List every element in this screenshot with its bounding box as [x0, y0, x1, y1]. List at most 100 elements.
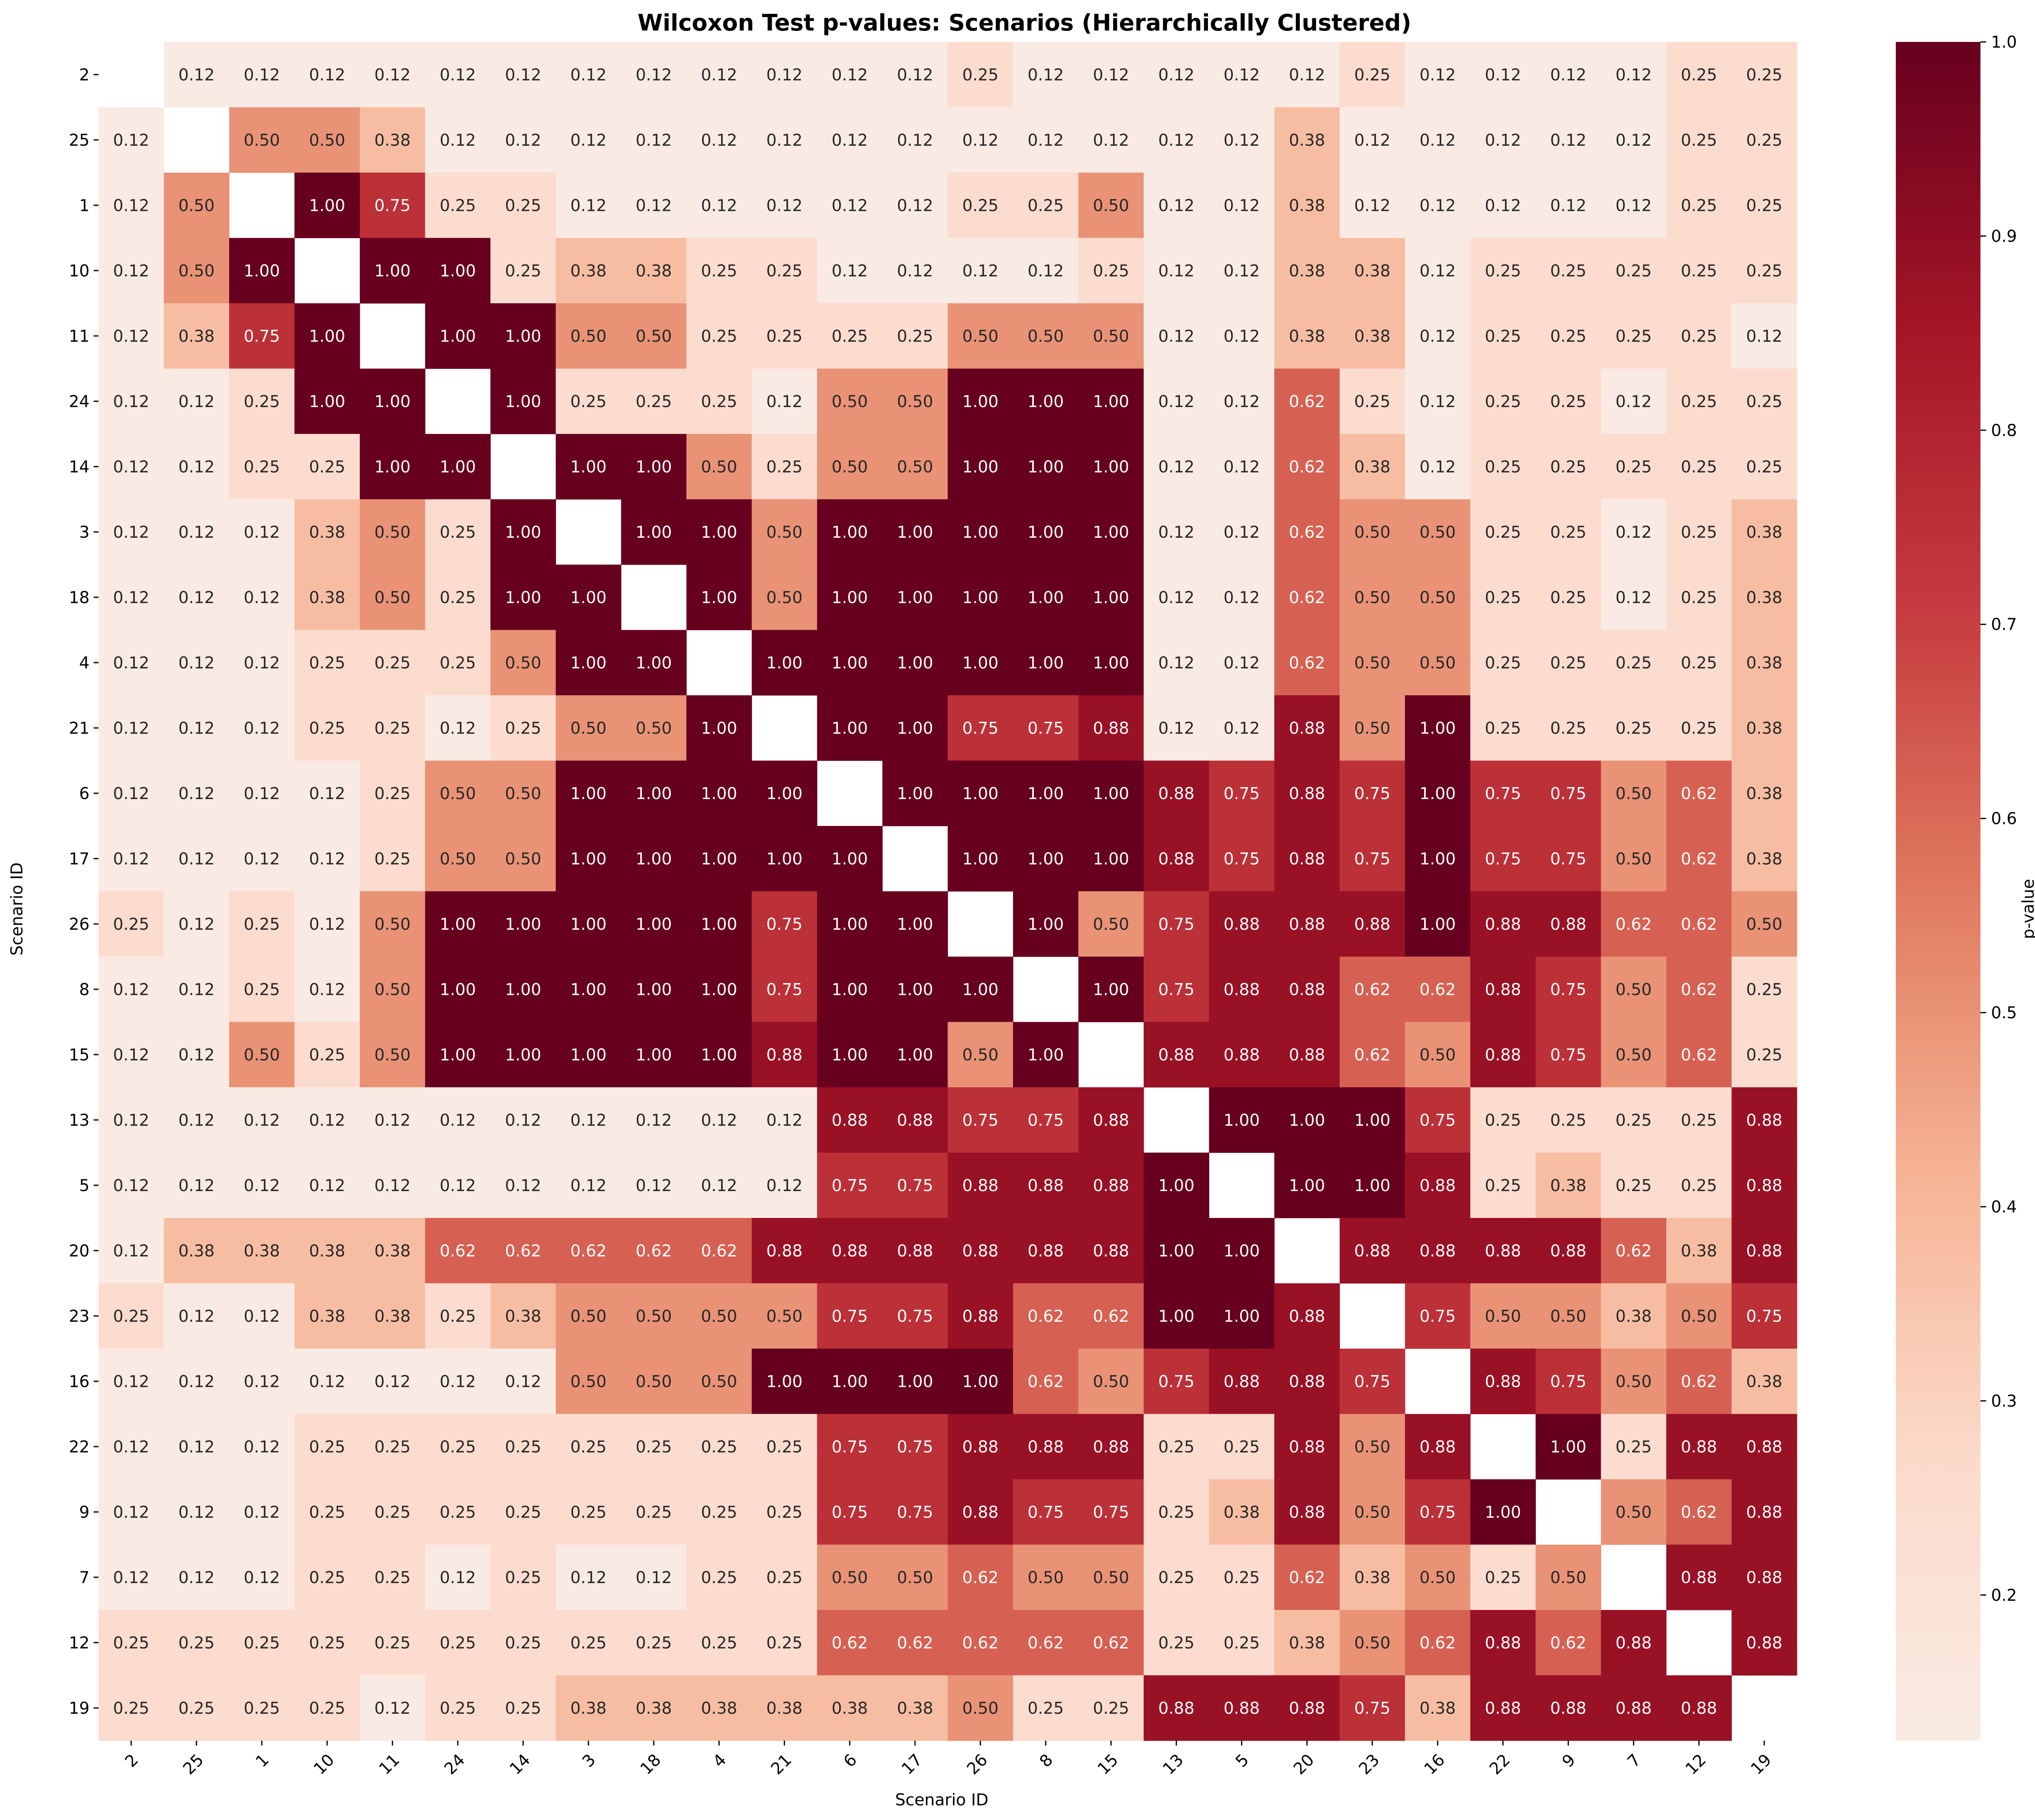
heatmap-value-label: 0.38 — [1289, 262, 1325, 280]
heatmap-value-label: 0.50 — [374, 588, 411, 607]
heatmap-cell — [1144, 760, 1210, 826]
heatmap-value-label: 0.12 — [1158, 66, 1195, 84]
heatmap-value-label: 1.00 — [1550, 1438, 1586, 1456]
heatmap-value-label: 0.75 — [1354, 1699, 1390, 1718]
heatmap-value-label: 0.50 — [570, 327, 606, 346]
heatmap-value-label: 0.25 — [1681, 588, 1717, 607]
heatmap-value-label: 0.88 — [1093, 1242, 1129, 1260]
heatmap-value-label: 1.00 — [1093, 980, 1129, 999]
heatmap-cell — [752, 1349, 818, 1415]
heatmap-cell — [164, 1152, 230, 1218]
x-tick-label: 16 — [1421, 1750, 1449, 1778]
heatmap-value-label: 1.00 — [701, 588, 737, 607]
heatmap-cell — [1209, 1022, 1275, 1088]
heatmap-value-label: 0.88 — [1550, 1699, 1586, 1718]
heatmap-cell — [360, 1414, 426, 1480]
heatmap-cell — [1731, 630, 1797, 696]
heatmap-value-label: 0.12 — [309, 915, 345, 934]
heatmap-cell — [817, 1610, 883, 1676]
heatmap-value-label: 0.88 — [1550, 915, 1586, 934]
heatmap-value-label: 0.25 — [1485, 1111, 1521, 1130]
heatmap-cell — [1405, 1022, 1471, 1088]
heatmap-cell — [752, 173, 818, 239]
heatmap-value-label: 0.25 — [374, 1438, 411, 1456]
heatmap-cell — [752, 1479, 818, 1545]
heatmap-cell — [1405, 1544, 1471, 1610]
heatmap-value-label: 1.00 — [1028, 1046, 1064, 1064]
heatmap-cell — [1405, 1610, 1471, 1676]
heatmap-cell — [556, 1479, 621, 1545]
heatmap-value-label: 0.50 — [570, 1372, 606, 1391]
heatmap-value-label: 0.25 — [440, 588, 476, 607]
heatmap-cell — [752, 499, 818, 565]
heatmap-value-label: 0.25 — [1550, 327, 1586, 346]
heatmap-value-label: 1.00 — [374, 458, 411, 476]
heatmap-value-label: 0.88 — [832, 1242, 868, 1260]
heatmap-cell — [1013, 1414, 1079, 1480]
heatmap-cell — [817, 368, 883, 434]
heatmap-value-label: 0.88 — [1158, 784, 1195, 803]
heatmap-cell — [1601, 1022, 1667, 1088]
heatmap-cell — [1536, 1218, 1602, 1284]
heatmap-cell — [1078, 1544, 1144, 1610]
heatmap-cell — [556, 173, 621, 239]
heatmap-cell — [817, 434, 883, 500]
heatmap-value-label: 0.88 — [1746, 1176, 1782, 1195]
heatmap-cell — [1339, 1087, 1405, 1153]
heatmap-value-label: 0.50 — [701, 1372, 737, 1391]
heatmap-cell — [621, 303, 687, 369]
heatmap-value-label: 0.88 — [1681, 1568, 1717, 1587]
heatmap-value-label: 0.12 — [113, 980, 149, 999]
heatmap-value-label: 0.25 — [766, 1503, 803, 1522]
colorbar-tick-label: 0.6 — [1991, 810, 2017, 828]
heatmap-value-label: 0.88 — [1289, 784, 1325, 803]
heatmap-cell — [98, 1283, 164, 1349]
heatmap-value-label: 0.12 — [1223, 719, 1260, 738]
y-tick-label: 19 — [69, 1699, 90, 1718]
heatmap-cell — [425, 107, 491, 173]
heatmap-value-label: 0.88 — [1681, 1699, 1717, 1718]
heatmap-cell — [98, 107, 164, 173]
heatmap-cell — [1209, 1218, 1275, 1284]
heatmap-value-label: 1.00 — [440, 915, 476, 934]
heatmap-value-label: 0.50 — [1615, 1503, 1652, 1522]
heatmap-value-label: 0.25 — [1485, 719, 1521, 738]
heatmap-cell — [1013, 434, 1079, 500]
heatmap-cell — [1013, 368, 1079, 434]
heatmap-cell — [98, 368, 164, 434]
heatmap-value-label: 0.25 — [440, 1307, 476, 1326]
heatmap-cell — [1013, 303, 1079, 369]
heatmap-value-label: 1.00 — [1420, 850, 1456, 868]
heatmap-value-label: 0.12 — [505, 1372, 541, 1391]
heatmap-cell — [686, 891, 752, 957]
y-tick-label: 17 — [69, 850, 90, 868]
heatmap-value-label: 0.12 — [1354, 131, 1390, 150]
heatmap-cell — [1339, 695, 1405, 761]
heatmap-cell — [947, 1283, 1013, 1349]
heatmap-value-label: 0.88 — [1289, 980, 1325, 999]
heatmap-value-label: 0.75 — [766, 915, 803, 934]
heatmap-cell — [1731, 695, 1797, 761]
heatmap-value-label: 0.38 — [832, 1699, 868, 1718]
heatmap-cell — [490, 42, 556, 108]
heatmap-value-label: 0.75 — [374, 196, 411, 215]
heatmap-value-label: 0.88 — [1093, 1176, 1129, 1195]
heatmap-cell — [1731, 1022, 1797, 1088]
heatmap-value-label: 0.62 — [440, 1242, 476, 1260]
heatmap-cell — [1666, 565, 1732, 631]
heatmap-cell — [1731, 1218, 1797, 1284]
heatmap-value-label: 0.75 — [1420, 1111, 1456, 1130]
heatmap-cell — [882, 1022, 948, 1088]
heatmap-cell — [1274, 760, 1340, 826]
heatmap-value-label: 0.75 — [897, 1503, 933, 1522]
heatmap-value-label: 0.88 — [1093, 1438, 1129, 1456]
heatmap-value-label: 0.25 — [1681, 1176, 1717, 1195]
heatmap-value-label: 0.25 — [1681, 196, 1717, 215]
y-tick-label: 10 — [69, 262, 90, 280]
heatmap-cell — [947, 565, 1013, 631]
heatmap-value-label: 1.00 — [1028, 458, 1064, 476]
heatmap-cell — [1601, 1414, 1667, 1480]
heatmap-cell — [817, 1544, 883, 1610]
heatmap-value-label: 0.25 — [1681, 719, 1717, 738]
heatmap-value-label: 0.25 — [570, 1438, 606, 1456]
